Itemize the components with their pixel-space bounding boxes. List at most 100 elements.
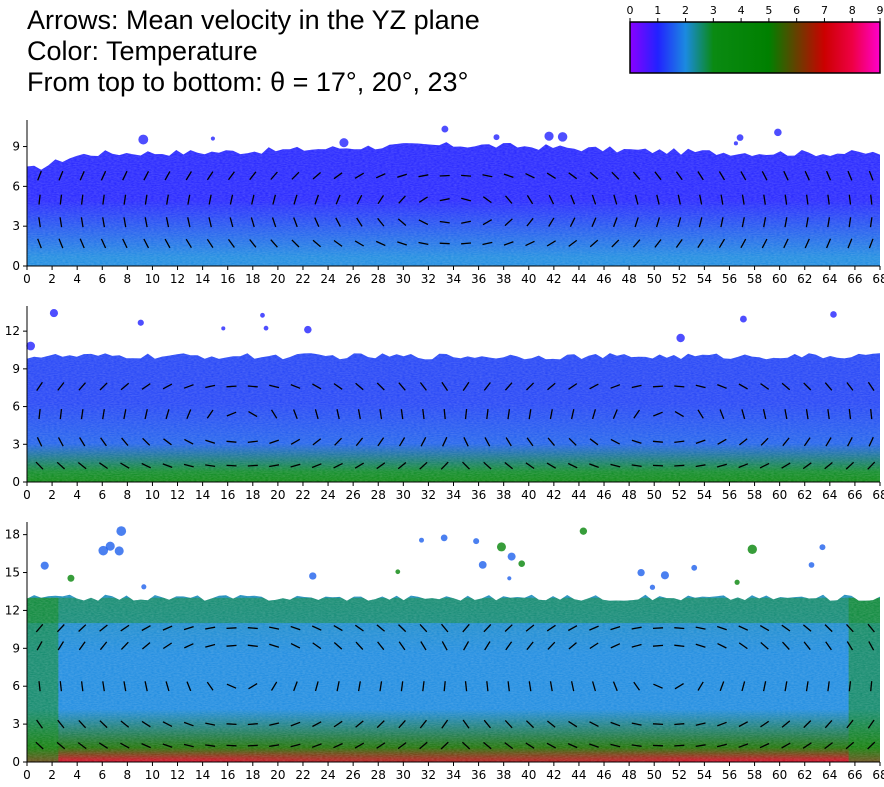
velocity-arrow: [868, 238, 874, 249]
velocity-arrow: [398, 641, 406, 651]
velocity-arrow: [848, 194, 852, 205]
droplet: [141, 584, 147, 590]
velocity-arrow: [312, 438, 322, 446]
droplet: [544, 131, 554, 141]
velocity-arrow: [164, 171, 171, 181]
x-tick-label: 8: [124, 488, 132, 502]
velocity-arrow: [674, 440, 685, 444]
velocity-arrow: [546, 720, 556, 728]
velocity-arrow: [163, 438, 172, 446]
velocity-arrow: [419, 623, 428, 633]
velocity-arrow: [38, 409, 41, 420]
velocity-arrow: [205, 464, 216, 468]
velocity-arrow: [824, 742, 833, 750]
colorbar-tick-label: 5: [765, 4, 772, 17]
velocity-arrow: [375, 240, 386, 247]
velocity-arrow: [56, 624, 65, 633]
velocity-arrow: [314, 217, 320, 228]
velocity-arrow: [312, 383, 322, 390]
velocity-arrow: [526, 382, 535, 391]
velocity-arrow: [440, 623, 449, 633]
velocity-arrow: [652, 723, 664, 726]
velocity-arrow: [441, 641, 448, 651]
velocity-arrow: [486, 409, 489, 420]
droplet: [579, 527, 588, 535]
velocity-arrow: [165, 409, 170, 420]
velocity-arrow: [699, 194, 703, 205]
velocity-arrow: [226, 644, 237, 647]
velocity-arrow: [205, 744, 216, 747]
velocity-arrow: [549, 409, 553, 420]
velocity-arrow: [314, 681, 319, 692]
x-tick-label: 30: [396, 272, 411, 286]
droplet: [507, 576, 512, 581]
velocity-arrow: [165, 217, 170, 228]
droplet: [830, 311, 837, 318]
velocity-arrow: [183, 625, 194, 631]
velocity-arrow: [526, 437, 534, 447]
velocity-arrow: [591, 194, 597, 205]
velocity-arrow: [142, 437, 151, 446]
velocity-arrow: [461, 197, 472, 202]
velocity-arrow: [290, 463, 301, 468]
velocity-arrow: [462, 381, 470, 391]
velocity-arrow: [314, 194, 320, 205]
velocity-arrow: [333, 720, 343, 728]
velocity-arrow: [846, 719, 854, 729]
velocity-arrow: [79, 170, 85, 181]
droplet: [518, 560, 526, 567]
colorbar-tick-label: 9: [877, 4, 884, 17]
x-tick-label: 52: [672, 768, 687, 782]
velocity-arrow: [695, 744, 706, 748]
velocity-arrow: [100, 437, 107, 447]
velocity-arrow: [38, 217, 41, 228]
velocity-arrow: [719, 409, 725, 420]
velocity-arrow: [229, 217, 234, 228]
velocity-arrow: [439, 198, 450, 202]
x-tick-label: 6: [98, 768, 106, 782]
velocity-arrow: [546, 624, 556, 632]
velocity-arrow: [205, 384, 216, 389]
droplet: [733, 141, 738, 146]
velocity-arrow: [377, 437, 385, 447]
y-tick-label: 3: [12, 437, 20, 451]
x-tick-label: 22: [295, 488, 310, 502]
colorbar: 0 1 2 3 4 5 6 7 8 9: [627, 4, 884, 74]
velocity-arrow: [183, 721, 194, 727]
velocity-arrow: [422, 409, 425, 420]
velocity-arrow: [610, 463, 621, 468]
x-tick-label: 0: [23, 272, 31, 286]
x-tick-label: 14: [195, 768, 210, 782]
x-tick-label: 4: [73, 768, 81, 782]
x-tick-label: 10: [145, 488, 160, 502]
velocity-arrow: [121, 437, 129, 447]
temperature-field: [27, 353, 880, 482]
velocity-arrow: [100, 238, 107, 249]
velocity-arrow: [183, 384, 194, 389]
velocity-arrow: [591, 681, 597, 692]
velocity-arrow: [805, 194, 809, 205]
velocity-arrow: [290, 438, 301, 445]
x-tick-label: 52: [672, 272, 687, 286]
x-tick-label: 32: [421, 272, 436, 286]
velocity-arrow: [867, 719, 875, 729]
velocity-arrow: [141, 743, 151, 749]
velocity-arrow: [162, 625, 173, 631]
velocity-arrow: [505, 641, 513, 651]
velocity-arrow: [290, 643, 301, 649]
velocity-arrow: [784, 681, 788, 692]
velocity-arrow: [763, 217, 767, 228]
velocity-arrow: [738, 721, 749, 728]
velocity-arrow: [740, 238, 747, 249]
velocity-arrow: [122, 170, 128, 181]
y-tick-label: 15: [5, 566, 20, 580]
x-tick-label: 34: [446, 272, 461, 286]
droplet: [557, 132, 568, 142]
velocity-arrow: [206, 409, 214, 419]
velocity-arrow: [57, 382, 65, 391]
velocity-arrow: [78, 382, 86, 391]
x-tick-label: 8: [124, 768, 132, 782]
velocity-arrow: [419, 382, 427, 391]
velocity-arrow: [462, 461, 470, 470]
velocity-arrow: [675, 239, 683, 248]
